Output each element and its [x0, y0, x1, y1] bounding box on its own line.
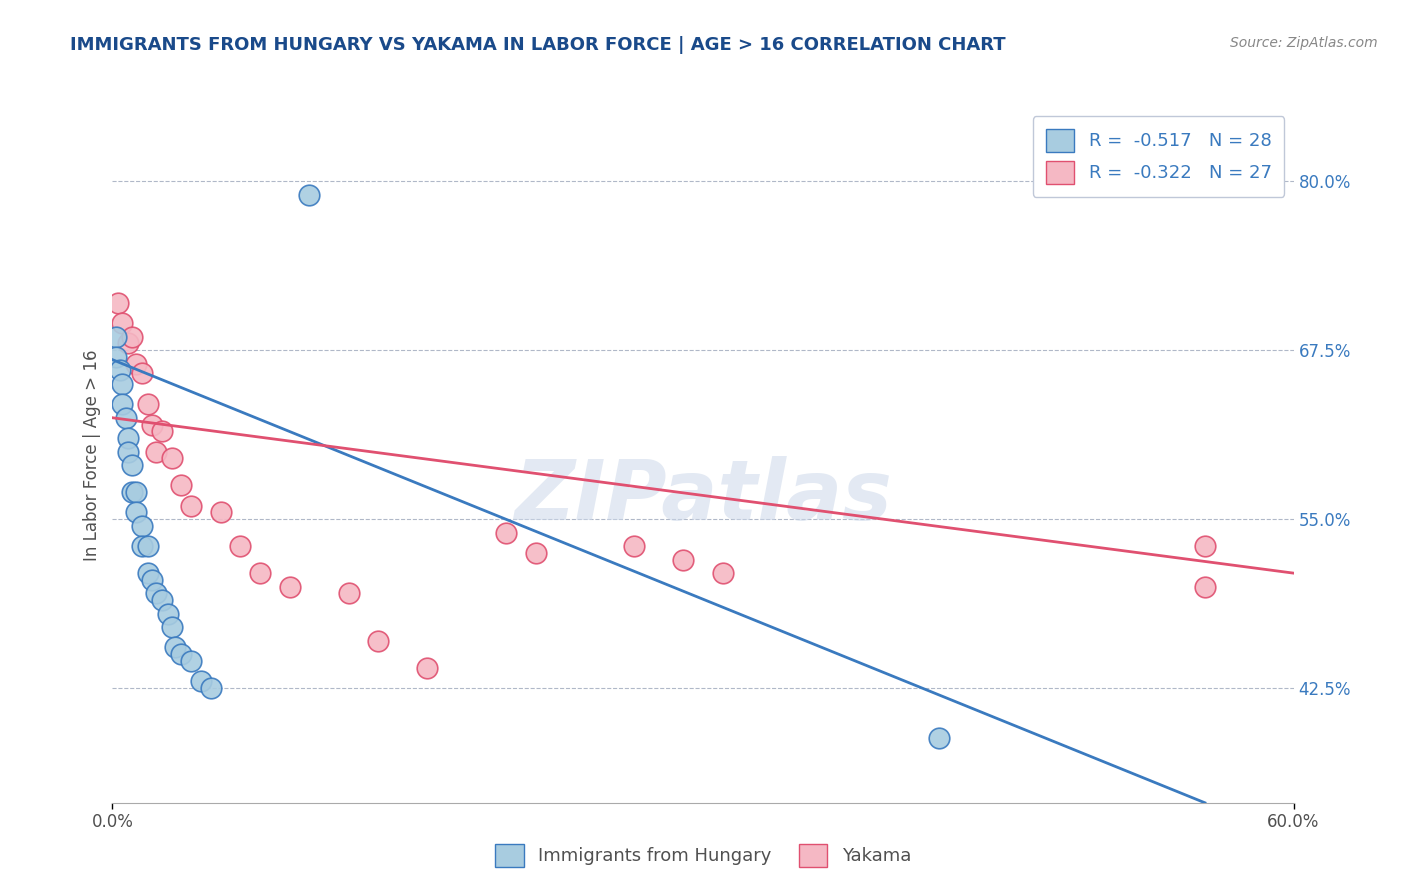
Point	[623, 539, 645, 553]
Point	[117, 444, 139, 458]
Point	[150, 424, 173, 438]
Point	[121, 329, 143, 343]
Point	[209, 505, 232, 519]
Legend: Immigrants from Hungary, Yakama: Immigrants from Hungary, Yakama	[488, 837, 918, 874]
Point	[229, 539, 252, 553]
Point	[131, 539, 153, 553]
Point	[495, 525, 517, 540]
Point	[416, 661, 439, 675]
Point	[136, 397, 159, 411]
Text: Source: ZipAtlas.com: Source: ZipAtlas.com	[1230, 36, 1378, 50]
Text: ZIPatlas: ZIPatlas	[515, 456, 891, 537]
Point	[928, 731, 950, 745]
Y-axis label: In Labor Force | Age > 16: In Labor Force | Age > 16	[83, 349, 101, 561]
Point	[136, 566, 159, 581]
Point	[111, 376, 134, 391]
Text: IMMIGRANTS FROM HUNGARY VS YAKAMA IN LABOR FORCE | AGE > 16 CORRELATION CHART: IMMIGRANTS FROM HUNGARY VS YAKAMA IN LAB…	[70, 36, 1005, 54]
Point	[170, 647, 193, 661]
Point	[121, 458, 143, 472]
Point	[115, 410, 138, 425]
Point	[105, 329, 128, 343]
Point	[145, 586, 167, 600]
Point	[110, 363, 132, 377]
Point	[249, 566, 271, 581]
Point	[1194, 539, 1216, 553]
Point	[111, 316, 134, 330]
Point	[131, 519, 153, 533]
Point	[298, 187, 321, 202]
Point	[117, 336, 139, 351]
Point	[125, 357, 148, 371]
Point	[125, 485, 148, 500]
Point	[136, 539, 159, 553]
Point	[278, 580, 301, 594]
Point	[117, 431, 139, 445]
Point	[121, 485, 143, 500]
Point	[190, 674, 212, 689]
Point	[160, 620, 183, 634]
Point	[1194, 580, 1216, 594]
Point	[105, 350, 128, 364]
Point	[367, 633, 389, 648]
Point	[200, 681, 222, 695]
Point	[160, 451, 183, 466]
Point	[150, 593, 173, 607]
Point	[711, 566, 734, 581]
Point	[131, 366, 153, 380]
Point	[145, 444, 167, 458]
Point	[170, 478, 193, 492]
Point	[672, 552, 695, 566]
Point	[141, 417, 163, 432]
Point	[111, 397, 134, 411]
Point	[107, 296, 129, 310]
Point	[141, 573, 163, 587]
Point	[165, 640, 187, 655]
Point	[180, 654, 202, 668]
Point	[180, 499, 202, 513]
Point	[524, 546, 547, 560]
Point	[125, 505, 148, 519]
Legend: R =  -0.517   N = 28, R =  -0.322   N = 27: R = -0.517 N = 28, R = -0.322 N = 27	[1033, 116, 1285, 197]
Point	[156, 607, 179, 621]
Point	[337, 586, 360, 600]
